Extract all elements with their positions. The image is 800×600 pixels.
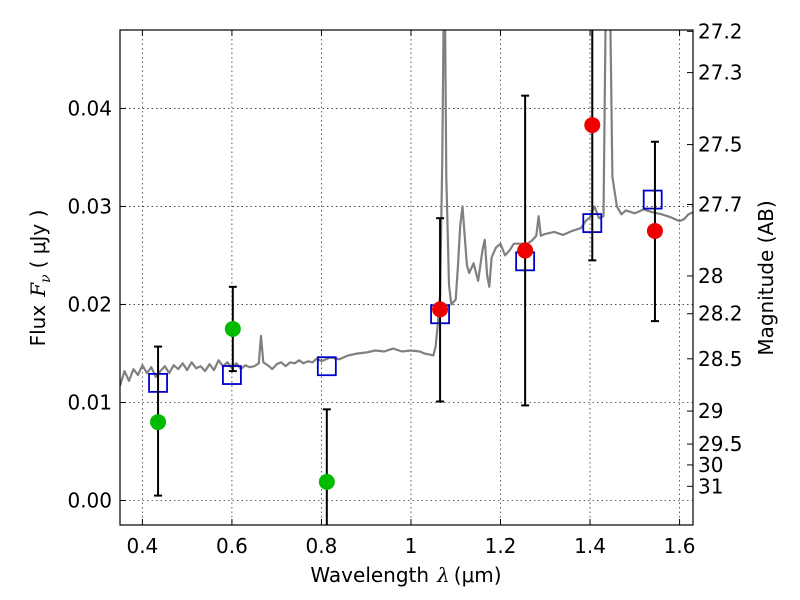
model-photometry-square [316, 356, 337, 377]
mag-tick-label: 27.5 [698, 133, 743, 157]
mag-tick-label: 29.5 [698, 432, 743, 456]
x-tick-label: 1.6 [664, 534, 696, 558]
axis-ticks [120, 30, 693, 525]
mag-tick-label: 27.7 [698, 192, 743, 216]
photometry-point [646, 222, 663, 239]
mag-tick-label: 28.5 [698, 347, 743, 371]
mag-tick-label: 27.3 [698, 61, 743, 85]
plot-area [120, 30, 693, 525]
x-tick-label: 1.2 [485, 534, 517, 558]
mag-tick-label: 29 [698, 399, 723, 423]
y-tick-label: 0.03 [67, 194, 112, 218]
y-axis-label: FluxFν( μJy ) [26, 210, 54, 347]
x-tick-label: 0.4 [126, 534, 158, 558]
mag-tick-label: 31 [698, 474, 723, 498]
y-tick-label: 0.00 [67, 488, 112, 512]
plot-frame [119, 29, 694, 526]
photometry-point [318, 473, 335, 490]
mag-tick-label: 28 [698, 264, 723, 288]
photometry-point [150, 414, 167, 431]
mag-tick-label: 28.2 [698, 302, 743, 326]
mag-tick-label: 27.2 [698, 19, 743, 43]
grid [120, 30, 693, 525]
spectrum-line [120, 30, 693, 387]
photometry-point [517, 242, 534, 259]
right-axis-label: Magnitude (AB) [754, 200, 778, 355]
y-tick-label: 0.04 [67, 96, 112, 120]
x-axis-label: Wavelength λ (μm) [310, 563, 501, 587]
x-tick-label: 1.4 [574, 534, 606, 558]
x-tick-label: 0.6 [216, 534, 248, 558]
x-tick-label: 1 [405, 534, 418, 558]
mag-tick-label: 30 [698, 453, 723, 477]
model-photometry-square [642, 189, 663, 210]
y-tick-label: 0.01 [67, 390, 112, 414]
photometry-point [224, 320, 241, 337]
x-tick-label: 0.8 [306, 534, 338, 558]
y-tick-label: 0.02 [67, 292, 112, 316]
photometry-point [432, 301, 449, 318]
photometry-point [584, 117, 601, 134]
